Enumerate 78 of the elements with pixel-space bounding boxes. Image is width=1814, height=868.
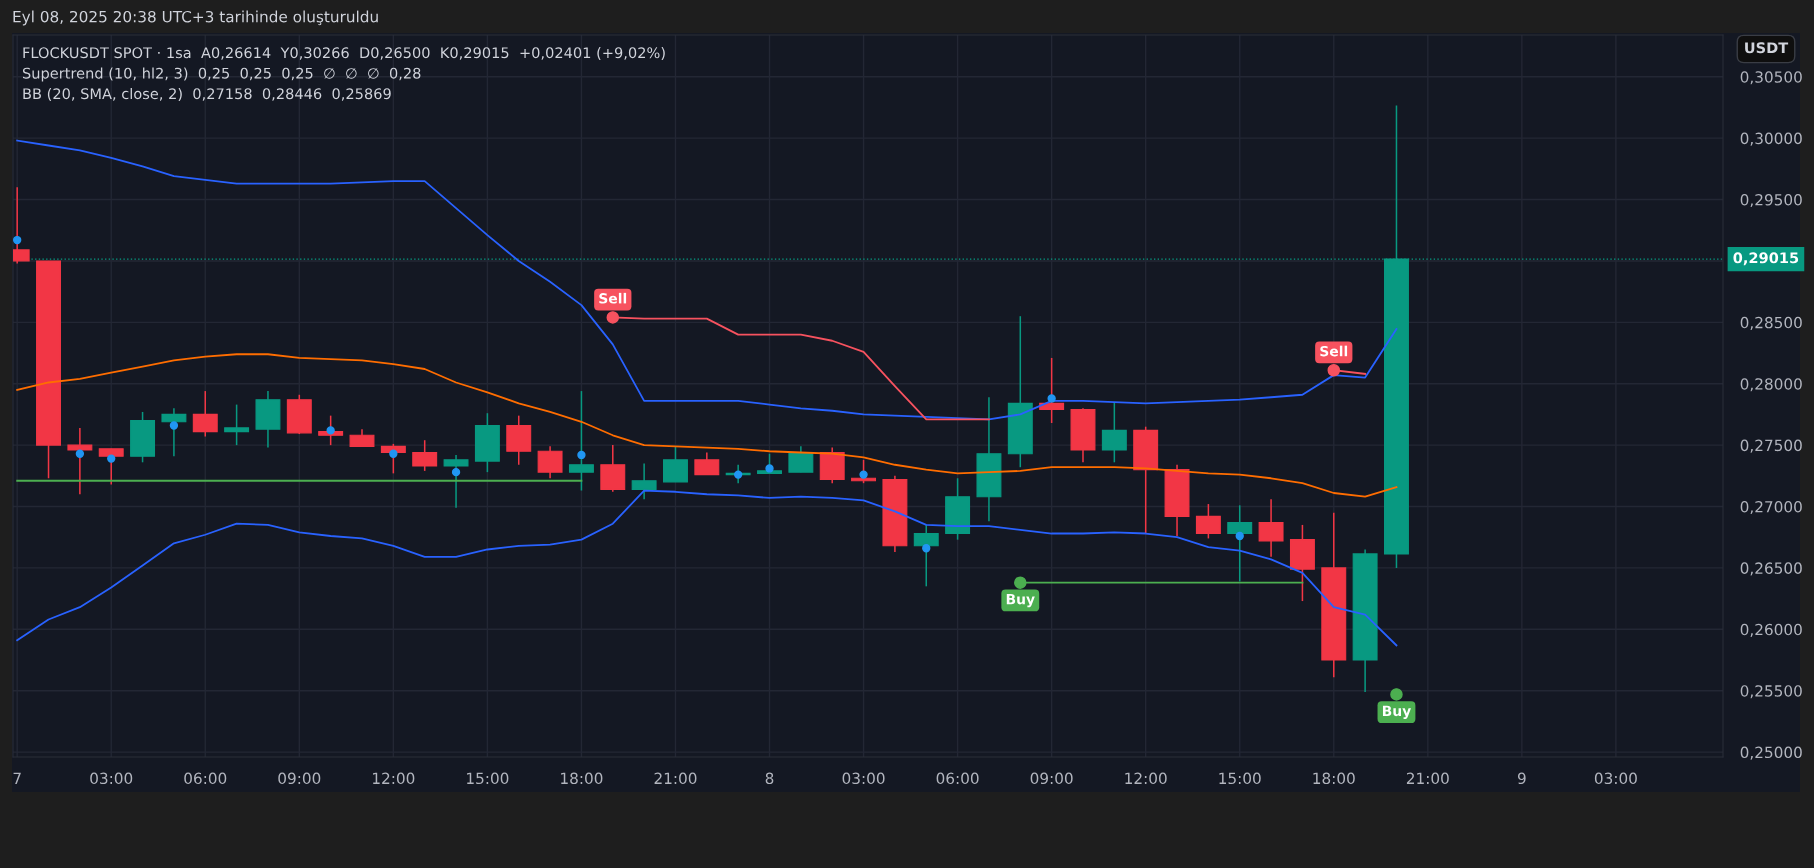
x-tick-label: 21:00 xyxy=(654,772,697,785)
candlestick xyxy=(67,427,93,495)
x-tick-label: 21:00 xyxy=(1406,772,1449,785)
data-label: Sell xyxy=(1320,345,1348,357)
x-tick-label: 03:00 xyxy=(1594,772,1637,785)
point xyxy=(326,426,335,435)
y-tick-label: 0,28000 xyxy=(1740,378,1802,392)
candlestick xyxy=(98,448,124,486)
y-tick-label: 0,26500 xyxy=(1740,562,1802,576)
candlestick xyxy=(757,452,782,475)
point xyxy=(922,544,931,553)
candlestick xyxy=(631,462,657,500)
chart-title: Eyl 08, 2025 20:38 UTC+3 tarihinde oluşturuldu xyxy=(13,10,378,26)
x-tick-label: 7 xyxy=(13,772,21,784)
line-series xyxy=(16,139,1398,421)
text: USDT xyxy=(1745,42,1789,54)
x-tick-label: 03:00 xyxy=(842,772,885,785)
annotation: FLOCKUSDT SPOT · 1sa A0,26614 Y0,30266 D0,26500 K0,29015 +0,02401 (+9,02%) xyxy=(23,46,665,60)
candlestick xyxy=(913,524,939,588)
candlestick xyxy=(663,445,688,483)
y-tick-label: 0,27500 xyxy=(1740,439,1802,453)
annotation: Supertrend (10, hl2, 3) 0,25 0,25 0,25 ∅ ∅ ∅ 0,28 xyxy=(22,67,421,82)
point xyxy=(765,464,774,473)
candlestick xyxy=(412,439,438,472)
point xyxy=(1327,363,1341,377)
candlestick xyxy=(1258,498,1284,558)
candlestick xyxy=(161,407,187,457)
x-tick-label: 12:00 xyxy=(1125,772,1167,785)
candlestick xyxy=(788,445,814,473)
x-tick-label: 18:00 xyxy=(561,772,603,785)
point xyxy=(13,235,22,245)
candlestick xyxy=(537,445,563,480)
y-tick-label: 0,28500 xyxy=(1740,316,1802,330)
point xyxy=(389,449,398,458)
y-tick-label: 0,25000 xyxy=(1740,746,1802,760)
point xyxy=(859,470,868,479)
y-tick-label: 0,30500 xyxy=(1740,71,1802,85)
data-label: Sell xyxy=(599,292,627,304)
x-tick-label: 09:00 xyxy=(1030,772,1073,785)
y-tick-label: 0,26000 xyxy=(1740,623,1802,637)
line-series xyxy=(16,489,1398,647)
x-tick-label: 18:00 xyxy=(1313,772,1355,785)
x-tick-label: 9 xyxy=(1517,772,1526,785)
point xyxy=(1235,531,1244,541)
point xyxy=(451,467,461,477)
candlestick xyxy=(568,390,594,492)
data-label: Buy xyxy=(1382,705,1411,719)
y-tick-label: 0,25500 xyxy=(1740,685,1802,699)
candlestick xyxy=(224,403,250,446)
point xyxy=(577,450,586,460)
ref-line-label: 0,29015 xyxy=(1733,252,1799,266)
annotation: BB (20, SMA, close, 2) 0,27158 0,28446 0,25869 xyxy=(23,87,391,101)
x-tick-label: 06:00 xyxy=(184,772,227,785)
point xyxy=(1047,394,1056,403)
point xyxy=(1014,576,1027,589)
point xyxy=(606,311,620,324)
candlestick xyxy=(1101,401,1127,464)
point xyxy=(734,470,743,479)
candlestick xyxy=(694,451,720,476)
point xyxy=(1390,688,1403,701)
candlestick xyxy=(1195,503,1221,540)
x-tick-label: 15:00 xyxy=(467,772,509,785)
x-tick-label: 09:00 xyxy=(278,772,321,785)
y-tick-label: 0,27000 xyxy=(1740,500,1802,515)
point xyxy=(107,454,116,463)
x-tick-label: 12:00 xyxy=(373,772,415,785)
x-tick-label: 06:00 xyxy=(936,772,979,785)
x-tick-label: 8 xyxy=(765,772,774,785)
data-label: Buy xyxy=(1006,594,1035,608)
y-tick-label: 0,30000 xyxy=(1740,132,1802,146)
x-tick-label: 03:00 xyxy=(90,772,133,785)
candlestick xyxy=(443,454,469,509)
x-tick-label: 15:00 xyxy=(1219,772,1261,785)
candlestick xyxy=(192,390,218,438)
point xyxy=(169,421,179,430)
y-tick-label: 0,29500 xyxy=(1740,194,1802,208)
point xyxy=(75,449,85,458)
candlestick xyxy=(1227,504,1253,583)
